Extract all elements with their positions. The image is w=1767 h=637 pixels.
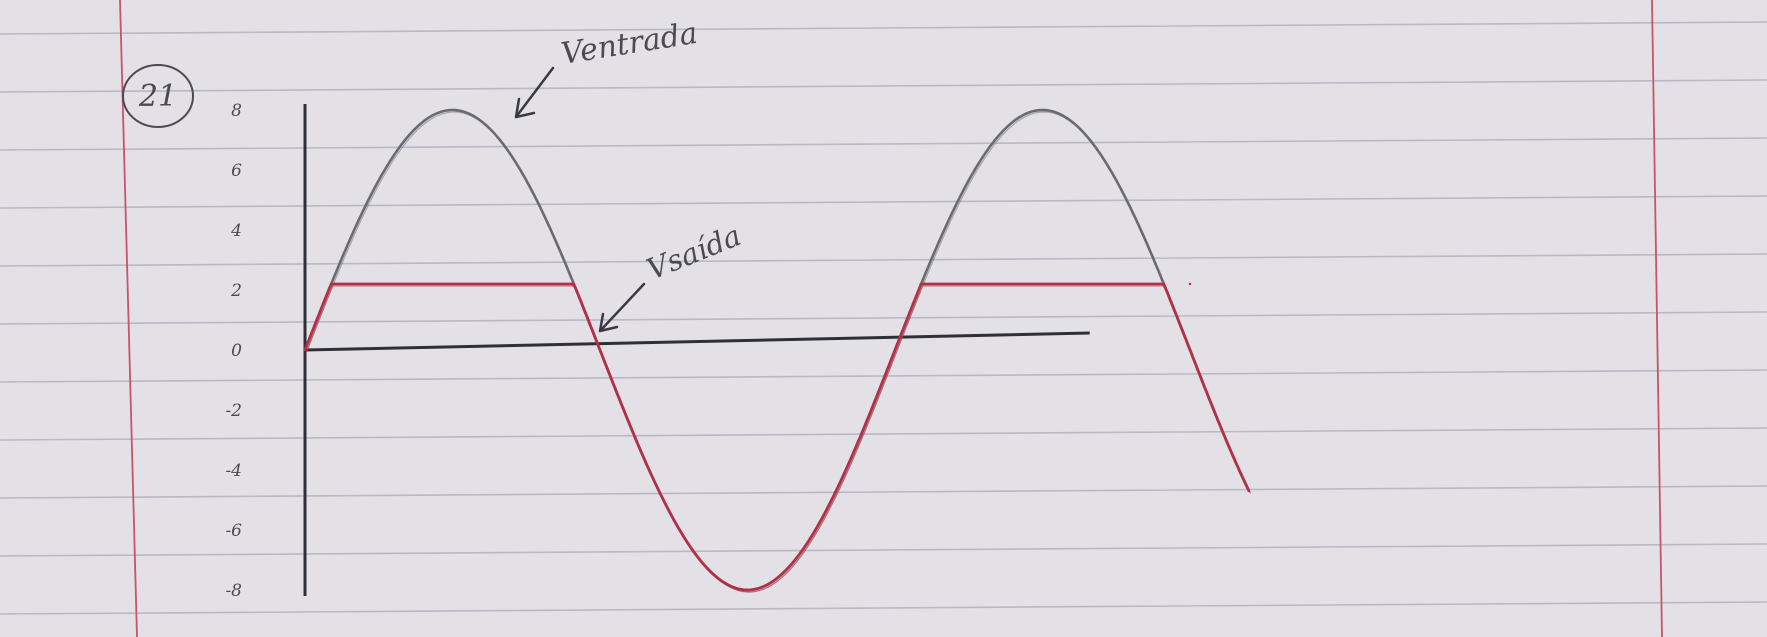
ruled-line xyxy=(0,21,1767,35)
data-point xyxy=(1041,108,1044,112)
y-tick-label: 2 xyxy=(230,281,242,301)
y-tick-label: -6 xyxy=(225,521,242,541)
y-tick-labels: 8 6 4 2 0 -2 -4 -6 -8 xyxy=(225,101,242,601)
margin-line xyxy=(119,0,138,637)
ruled-line xyxy=(0,543,1767,557)
problem-number-circle xyxy=(122,64,194,128)
margin-line xyxy=(1651,0,1663,637)
ventrada-label: Ventrada xyxy=(559,16,700,72)
ruled-line xyxy=(0,79,1767,93)
annotation-vsaida: Vsaída xyxy=(598,218,746,333)
data-point xyxy=(572,282,576,286)
series-line xyxy=(303,108,1251,592)
problem-number: 21 xyxy=(122,64,194,128)
series-layer xyxy=(303,108,1252,593)
ruled-line xyxy=(0,485,1767,499)
y-tick-label: -8 xyxy=(225,581,242,601)
waveform-chart: 8 6 4 2 0 -2 -4 -6 -8 Ventrada Vsaída xyxy=(225,16,1252,601)
ruled-line xyxy=(0,195,1767,209)
ventrada-arrow xyxy=(514,66,555,119)
y-tick-label: 8 xyxy=(231,101,242,121)
data-point xyxy=(329,282,333,286)
data-point xyxy=(451,108,454,112)
data-point xyxy=(820,518,823,521)
vsaida-arrow xyxy=(598,282,646,333)
data-point xyxy=(967,179,970,182)
series-line-retrace xyxy=(305,111,1252,593)
series-line xyxy=(303,282,1251,592)
data-point xyxy=(1247,489,1251,493)
series-vsaida xyxy=(303,282,1252,593)
data-point xyxy=(1115,179,1118,182)
y-tick-label: -2 xyxy=(225,401,242,421)
ruled-line xyxy=(0,137,1767,151)
data-point xyxy=(746,588,749,592)
vsaida-label: Vsaída xyxy=(642,218,746,286)
data-point xyxy=(893,348,897,352)
margin-lines xyxy=(119,0,1663,637)
y-tick-label: -4 xyxy=(225,461,242,481)
data-point xyxy=(377,179,380,182)
x-axis xyxy=(304,331,1090,352)
problem-number-text: 21 xyxy=(138,79,177,114)
data-point xyxy=(919,282,923,286)
data-point xyxy=(672,518,675,521)
y-tick-label: 6 xyxy=(231,161,242,181)
data-point xyxy=(1188,282,1192,286)
ruled-line xyxy=(0,253,1767,267)
y-tick-label: 4 xyxy=(230,221,242,241)
series-line-retrace xyxy=(305,285,1252,593)
ruled-line xyxy=(0,311,1767,325)
data-point xyxy=(303,348,307,352)
y-tick-label: 0 xyxy=(231,341,242,361)
ruled-lines xyxy=(0,21,1767,615)
ruled-line xyxy=(0,601,1767,615)
data-point xyxy=(525,179,528,182)
series-ventrada xyxy=(303,108,1252,593)
data-point xyxy=(598,348,602,352)
ruled-line xyxy=(0,427,1767,441)
